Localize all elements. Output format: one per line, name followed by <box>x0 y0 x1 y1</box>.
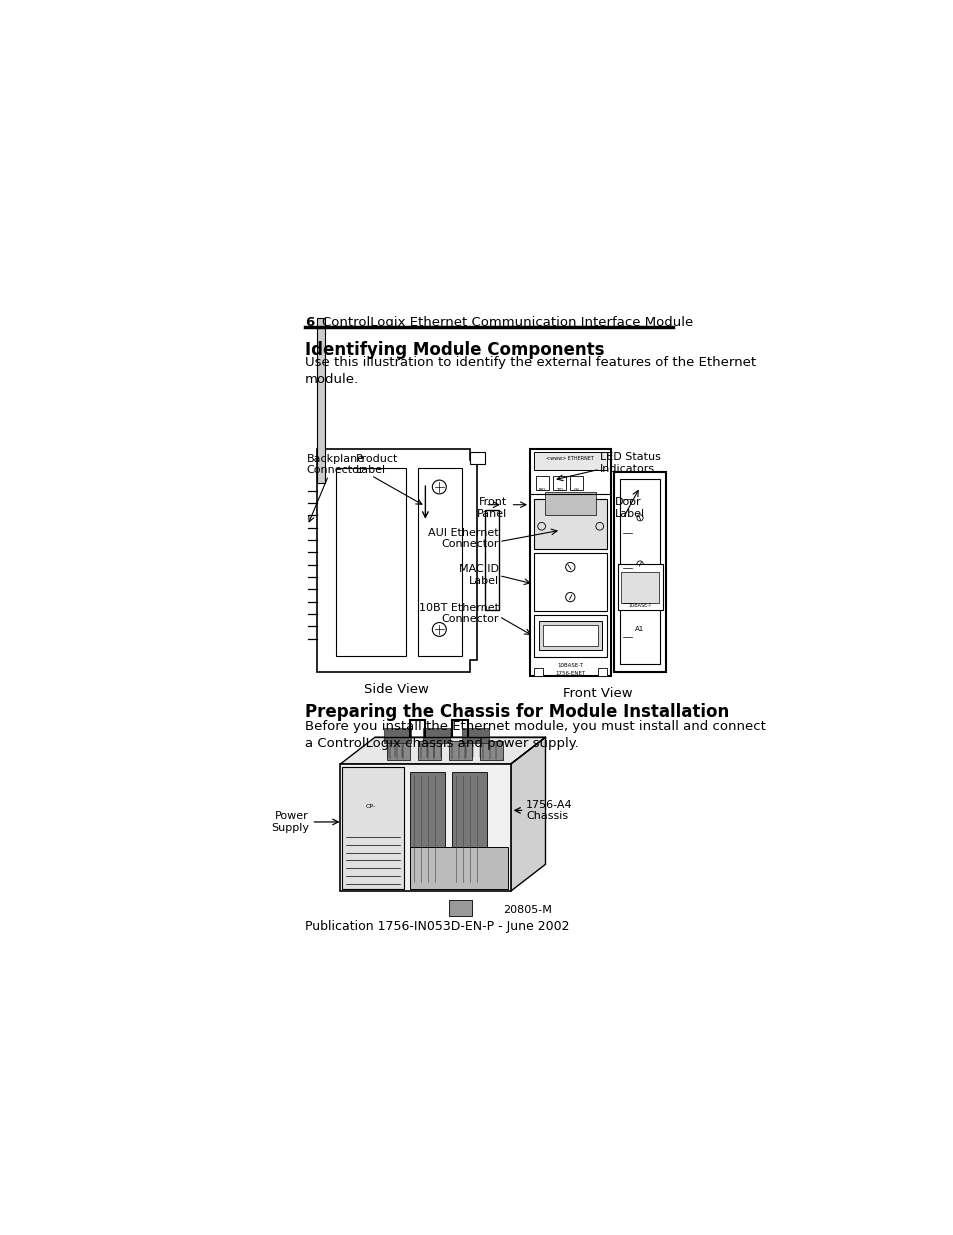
Text: 20805-M: 20805-M <box>502 905 551 915</box>
Bar <box>410 772 444 883</box>
Text: Side View: Side View <box>364 683 429 697</box>
Text: 10BT Ethernet
Connector: 10BT Ethernet Connector <box>418 603 498 624</box>
Polygon shape <box>448 741 472 761</box>
Bar <box>410 846 508 889</box>
Text: Door
Label: Door Label <box>615 496 644 519</box>
Bar <box>619 479 659 664</box>
Bar <box>452 772 487 883</box>
Text: TIO: TIO <box>556 488 562 492</box>
Bar <box>530 448 611 676</box>
Bar <box>469 452 484 464</box>
Text: 1756-A4
Chassis: 1756-A4 Chassis <box>525 799 572 821</box>
Bar <box>448 900 472 916</box>
Bar <box>534 499 607 550</box>
Bar <box>340 764 510 892</box>
Bar <box>534 668 542 676</box>
Text: Preparing the Chassis for Module Installation: Preparing the Chassis for Module Install… <box>305 703 729 720</box>
Bar <box>342 767 404 889</box>
Bar <box>534 615 607 657</box>
Text: Product
Label: Product Label <box>355 454 397 475</box>
Text: 10BASE-T: 10BASE-T <box>557 663 582 668</box>
Text: AUI Ethernet
Connector: AUI Ethernet Connector <box>428 527 498 550</box>
Polygon shape <box>340 737 545 764</box>
Polygon shape <box>417 741 440 761</box>
Text: OK: OK <box>573 488 578 492</box>
Bar <box>536 477 548 490</box>
Text: 6: 6 <box>305 316 314 329</box>
Bar <box>545 492 596 515</box>
Polygon shape <box>510 737 545 892</box>
Text: A1: A1 <box>635 626 644 632</box>
Bar <box>620 572 658 603</box>
Bar <box>538 621 601 651</box>
Bar <box>617 564 661 610</box>
Bar <box>570 477 582 490</box>
Bar <box>613 472 666 672</box>
Text: Publication 1756-IN053D-EN-P - June 2002: Publication 1756-IN053D-EN-P - June 2002 <box>305 920 569 932</box>
Bar <box>316 317 324 483</box>
Bar <box>598 668 607 676</box>
Text: MAC ID
Label: MAC ID Label <box>458 564 498 585</box>
Text: Backplane
Connector: Backplane Connector <box>307 454 365 475</box>
Text: CP-: CP- <box>366 804 375 809</box>
Bar <box>484 510 498 610</box>
Text: Before you install the Ethernet module, you must install and connect
a ControlLo: Before you install the Ethernet module, … <box>305 720 765 750</box>
Polygon shape <box>386 741 410 761</box>
Polygon shape <box>316 448 476 672</box>
Bar <box>461 727 488 743</box>
Polygon shape <box>479 741 502 761</box>
Bar <box>542 625 598 646</box>
Text: ControlLogix Ethernet Communication Interface Module: ControlLogix Ethernet Communication Inte… <box>322 316 693 329</box>
Text: LED Status
Indicators: LED Status Indicators <box>599 452 659 474</box>
Text: 1756-ENET: 1756-ENET <box>555 671 585 676</box>
Bar <box>422 727 450 743</box>
Bar <box>417 468 461 656</box>
Text: 10BASE-T: 10BASE-T <box>628 603 651 608</box>
Text: RIO: RIO <box>538 488 545 492</box>
Bar <box>553 477 565 490</box>
Text: Use this illustration to identify the external features of the Ethernet
module.: Use this illustration to identify the ex… <box>305 356 756 387</box>
Bar <box>335 468 406 656</box>
Text: <www> ETHERNET: <www> ETHERNET <box>546 456 594 461</box>
Bar <box>534 452 607 471</box>
Bar <box>534 553 607 611</box>
Text: Power
Supply: Power Supply <box>271 811 309 832</box>
Text: Identifying Module Components: Identifying Module Components <box>305 341 604 358</box>
Bar <box>384 727 411 743</box>
Text: Front View: Front View <box>563 687 633 700</box>
Text: Front
Panel: Front Panel <box>476 496 506 519</box>
